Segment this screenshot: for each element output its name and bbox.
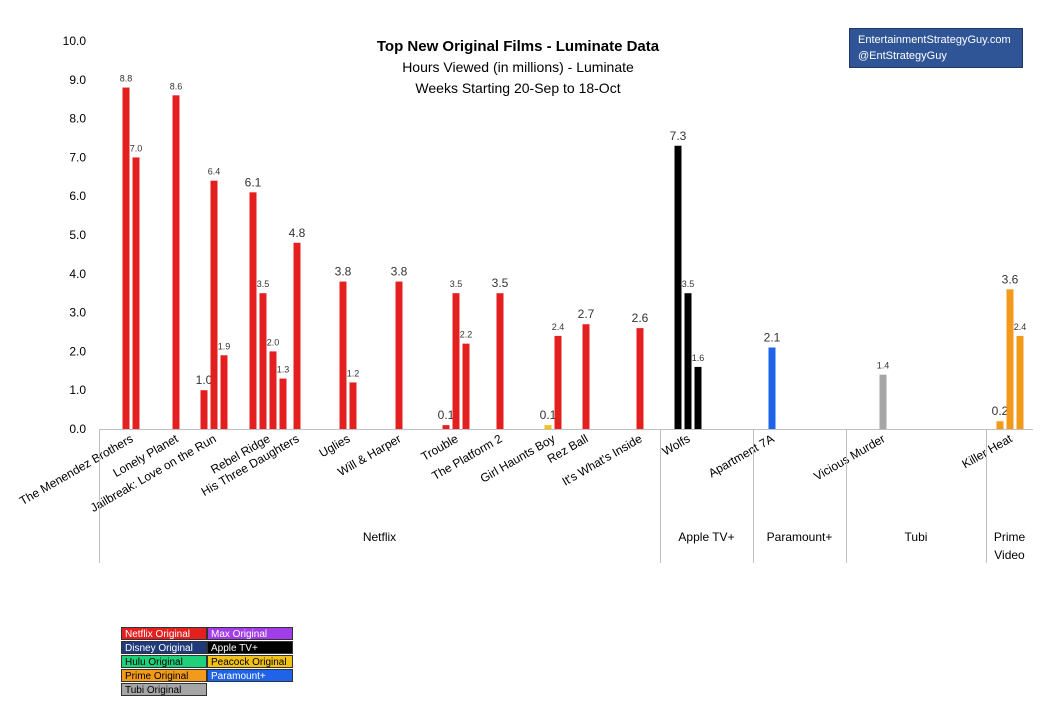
- bar: [293, 242, 301, 429]
- legend-item: Disney Original: [121, 641, 207, 654]
- bar: [674, 145, 682, 429]
- y-tick-label: 9.0: [69, 73, 86, 87]
- group-label: Paramount+: [767, 530, 833, 544]
- credit-box: EntertainmentStrategyGuy.com @EntStrateg…: [849, 28, 1023, 68]
- chart-title-block: Top New Original Films - Luminate Data H…: [318, 36, 718, 99]
- data-label: 3.5: [492, 276, 509, 290]
- category-label: Apartment 7A: [706, 431, 777, 480]
- data-label: 2.6: [632, 311, 649, 325]
- bar: [684, 293, 692, 429]
- data-label: 2.4: [1014, 322, 1027, 332]
- data-label: 7.0: [130, 143, 143, 153]
- bar: [1016, 335, 1024, 429]
- y-tick-label: 0.0: [69, 422, 86, 436]
- category-label: Uglies: [317, 431, 353, 460]
- y-tick-label: 5.0: [69, 228, 86, 242]
- data-label: 2.4: [552, 322, 565, 332]
- category-label: Wolfs: [660, 431, 693, 458]
- data-label: 1.3: [277, 365, 290, 375]
- data-label: 1.2: [347, 368, 360, 378]
- y-tick-label: 3.0: [69, 306, 86, 320]
- bar: [452, 293, 460, 429]
- bar: [694, 366, 702, 429]
- bar: [879, 374, 887, 429]
- credit-handle: @EntStrategyGuy: [858, 50, 947, 62]
- bar: [496, 293, 504, 429]
- bar: [269, 351, 277, 429]
- data-label: 3.8: [391, 265, 408, 279]
- group-label: Video: [994, 548, 1025, 562]
- bar: [132, 157, 140, 429]
- data-label: 3.5: [450, 279, 463, 289]
- legend-item: Prime Original: [121, 669, 207, 682]
- data-label: 2.0: [267, 337, 280, 347]
- y-tick-label: 1.0: [69, 383, 86, 397]
- bar: [442, 425, 450, 429]
- bar: [200, 390, 208, 429]
- bar: [349, 382, 357, 429]
- bar: [279, 378, 287, 429]
- group-label: Prime: [994, 530, 1026, 544]
- data-label: 0.2: [992, 404, 1009, 418]
- data-label: 3.5: [682, 279, 695, 289]
- data-label: 1.4: [877, 361, 890, 371]
- bar: [210, 180, 218, 429]
- bar: [636, 328, 644, 429]
- group-label: Netflix: [363, 530, 396, 544]
- data-label: 2.7: [578, 307, 595, 321]
- bar: [1006, 289, 1014, 429]
- data-label: 8.6: [170, 81, 183, 91]
- bar: [582, 324, 590, 429]
- data-label: 1.6: [692, 353, 705, 363]
- y-tick-label: 10.0: [63, 34, 87, 48]
- bar: [172, 95, 180, 429]
- data-label: 3.5: [257, 279, 270, 289]
- data-label: 0.1: [540, 408, 557, 422]
- y-tick-label: 4.0: [69, 267, 86, 281]
- data-label: 8.8: [120, 74, 133, 84]
- data-label: 7.3: [670, 129, 687, 143]
- data-label: 1.9: [218, 341, 231, 351]
- bar: [462, 343, 470, 429]
- bar: [768, 347, 776, 429]
- legend-item: Netflix Original: [121, 627, 207, 640]
- credit-website: EntertainmentStrategyGuy.com: [858, 34, 1011, 46]
- legend-item: Tubi Original: [121, 683, 207, 696]
- data-label: 2.1: [764, 331, 781, 345]
- bar: [996, 421, 1004, 429]
- bar: [339, 281, 347, 429]
- legend-item: Apple TV+ Original: [207, 641, 293, 667]
- legend-item: Paramount+ Original: [207, 669, 293, 695]
- category-label: Vicious Murder: [811, 431, 887, 483]
- y-tick-label: 7.0: [69, 150, 86, 164]
- data-label: 0.1: [438, 408, 455, 422]
- group-label: Apple TV+: [678, 530, 734, 544]
- bar: [554, 335, 562, 429]
- legend-item: Max Original: [207, 627, 293, 640]
- bar: [122, 87, 130, 429]
- data-label: 1.0: [196, 373, 213, 387]
- chart-subtitle: Hours Viewed (in millions) - Luminate: [402, 59, 634, 75]
- bar: [544, 425, 552, 429]
- data-label: 4.8: [289, 226, 306, 240]
- bar: [259, 293, 267, 429]
- data-label: 3.8: [335, 265, 352, 279]
- data-label: 6.1: [245, 175, 262, 189]
- category-label: Killer Heat: [960, 431, 1016, 471]
- data-label: 2.2: [460, 330, 473, 340]
- data-label: 3.6: [1002, 272, 1019, 286]
- chart-title: Top New Original Films - Luminate Data: [376, 38, 660, 55]
- bar: [249, 192, 257, 429]
- y-tick-label: 8.0: [69, 112, 86, 126]
- legend-item: Hulu Original: [121, 655, 207, 668]
- y-tick-label: 6.0: [69, 189, 86, 203]
- legend-item: Peacock Original: [207, 655, 293, 668]
- bar: [220, 355, 228, 429]
- group-label: Tubi: [905, 530, 928, 544]
- y-tick-label: 2.0: [69, 344, 86, 358]
- chart-date-range: Weeks Starting 20-Sep to 18-Oct: [415, 80, 621, 96]
- bar: [395, 281, 403, 429]
- data-label: 6.4: [208, 167, 221, 177]
